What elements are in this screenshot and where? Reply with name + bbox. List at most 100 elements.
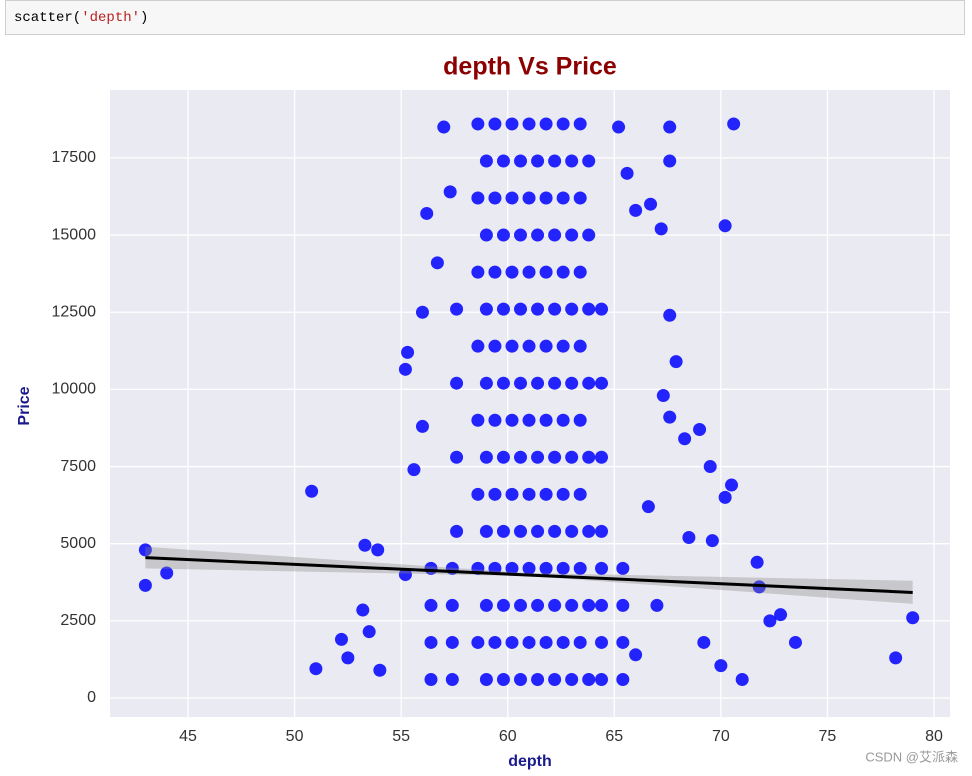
- point: [573, 265, 587, 279]
- point: [548, 376, 562, 390]
- point: [450, 524, 464, 538]
- point: [407, 463, 421, 477]
- point: [641, 500, 655, 514]
- point: [539, 561, 553, 575]
- y-tick-label: 10000: [52, 381, 97, 398]
- point: [398, 568, 412, 582]
- point: [718, 219, 732, 233]
- code: scatter(: [14, 10, 82, 26]
- y-tick-label: 12500: [52, 303, 97, 320]
- point: [522, 191, 536, 205]
- x-tick-label: 80: [925, 728, 943, 745]
- y-tick-label: 15000: [52, 226, 97, 243]
- point: [669, 355, 683, 369]
- point: [479, 524, 493, 538]
- point: [514, 228, 528, 242]
- point: [718, 490, 732, 504]
- point: [582, 673, 596, 687]
- point: [663, 308, 677, 322]
- point: [309, 662, 323, 676]
- point: [774, 608, 788, 622]
- point: [443, 185, 457, 199]
- point: [548, 302, 562, 316]
- point: [573, 191, 587, 205]
- point: [522, 413, 536, 427]
- point: [788, 635, 802, 649]
- point: [573, 487, 587, 501]
- point: [682, 531, 696, 545]
- point: [362, 625, 376, 639]
- x-tick-label: 70: [712, 728, 730, 745]
- point: [595, 302, 609, 316]
- point: [556, 339, 570, 353]
- chart: depth Vs Price depth Price CSDN @艾派森 45 5…: [16, 53, 958, 771]
- point: [556, 561, 570, 575]
- point: [616, 598, 630, 612]
- point: [548, 598, 562, 612]
- point: [496, 673, 510, 687]
- point: [522, 487, 536, 501]
- point: [595, 376, 609, 390]
- point: [531, 376, 545, 390]
- point: [539, 265, 553, 279]
- point: [522, 635, 536, 649]
- point: [496, 302, 510, 316]
- point: [556, 635, 570, 649]
- point: [479, 376, 493, 390]
- point: [356, 603, 370, 617]
- point: [445, 598, 459, 612]
- point: [505, 265, 519, 279]
- point: [735, 673, 749, 687]
- point: [616, 561, 630, 575]
- point: [573, 561, 587, 575]
- point: [565, 302, 579, 316]
- point: [514, 524, 528, 538]
- x-tick-label: 65: [605, 728, 623, 745]
- point: [415, 305, 429, 319]
- y-axis-label: Price: [16, 386, 33, 425]
- point: [531, 598, 545, 612]
- point: [750, 555, 764, 569]
- point: [471, 117, 485, 131]
- point: [522, 117, 536, 131]
- point: [531, 450, 545, 464]
- point: [629, 203, 643, 217]
- point: [763, 614, 777, 628]
- x-tick-label: 60: [499, 728, 517, 745]
- point: [505, 413, 519, 427]
- point: [471, 265, 485, 279]
- y-tick-label: 0: [87, 689, 96, 706]
- point: [595, 598, 609, 612]
- point: [556, 487, 570, 501]
- point: [548, 450, 562, 464]
- point: [582, 302, 596, 316]
- x-tick-label: 45: [179, 728, 197, 745]
- point: [471, 635, 485, 649]
- point: [479, 450, 493, 464]
- point: [415, 419, 429, 433]
- code-cell: scatter('depth'): [5, 0, 965, 35]
- point: [531, 154, 545, 168]
- point: [479, 598, 493, 612]
- point: [889, 651, 903, 665]
- watermark: CSDN @艾派森: [865, 749, 958, 764]
- point: [514, 376, 528, 390]
- point: [471, 413, 485, 427]
- point: [654, 222, 668, 236]
- point: [496, 450, 510, 464]
- point: [471, 191, 485, 205]
- point: [565, 524, 579, 538]
- point: [565, 154, 579, 168]
- point: [556, 191, 570, 205]
- point: [488, 191, 502, 205]
- point: [531, 302, 545, 316]
- point: [138, 578, 152, 592]
- point: [445, 635, 459, 649]
- point: [582, 598, 596, 612]
- point: [420, 206, 434, 220]
- point: [582, 228, 596, 242]
- point: [548, 673, 562, 687]
- point: [398, 362, 412, 376]
- point: [595, 635, 609, 649]
- point: [496, 228, 510, 242]
